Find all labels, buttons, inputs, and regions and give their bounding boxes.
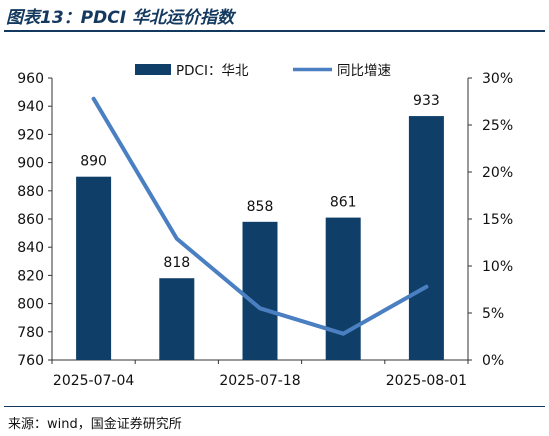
x-tick-label: 2025-08-01 xyxy=(386,373,467,389)
legend: PDCI：华北 同比增速 xyxy=(135,63,391,79)
bar xyxy=(76,176,112,360)
bar-value-label: 861 xyxy=(330,195,357,211)
left-tick-label: 780 xyxy=(17,325,44,341)
left-tick-label: 820 xyxy=(17,268,44,284)
left-tick-label: 860 xyxy=(17,212,44,228)
legend-bar-label: PDCI：华北 xyxy=(176,63,249,79)
left-tick-label: 760 xyxy=(17,353,44,369)
right-tick-label: 5% xyxy=(482,306,504,322)
bar-value-label: 933 xyxy=(413,93,440,109)
legend-line-label: 同比增速 xyxy=(337,63,391,79)
bar xyxy=(242,221,278,360)
left-tick-label: 800 xyxy=(17,297,44,313)
left-tick-label: 940 xyxy=(17,99,44,115)
right-tick-label: 0% xyxy=(482,353,504,369)
right-tick-label: 20% xyxy=(482,165,513,181)
figure-title: 图表13：PDCI 华北运价指数 xyxy=(6,8,234,28)
line-series xyxy=(91,96,429,336)
footer-rule xyxy=(4,406,545,407)
bar-value-label: 890 xyxy=(80,154,107,170)
chart: 760 780 800 820 840 860 880 900 920 940 960 0% 5% 10… xyxy=(17,63,513,389)
bar-series xyxy=(76,116,444,360)
source-note: 来源：wind，国金证券研究所 xyxy=(8,417,182,432)
bar xyxy=(408,116,444,360)
legend-bar-swatch xyxy=(135,64,171,75)
x-tick-label: 2025-07-04 xyxy=(53,373,134,389)
right-tick-label: 30% xyxy=(482,71,513,87)
right-tick-label: 15% xyxy=(482,212,513,228)
right-axis: 0% 5% 10% 15% 20% 25% 30% xyxy=(468,71,513,369)
bar xyxy=(325,217,361,360)
bar xyxy=(159,278,195,360)
left-tick-label: 900 xyxy=(17,156,44,172)
left-tick-label: 880 xyxy=(17,184,44,200)
yoy-line xyxy=(91,96,429,336)
left-tick-label: 960 xyxy=(17,71,44,87)
left-axis: 760 780 800 820 840 860 880 900 920 940 960 xyxy=(17,71,52,369)
left-tick-label: 840 xyxy=(17,240,44,256)
right-tick-label: 10% xyxy=(482,259,513,275)
bar-value-label: 818 xyxy=(163,255,190,271)
bar-value-labels: 890 818 858 861 933 xyxy=(80,93,440,271)
bar-value-label: 858 xyxy=(247,199,274,215)
left-tick-label: 920 xyxy=(17,127,44,143)
title-rule xyxy=(4,30,545,32)
x-tick-label: 2025-07-18 xyxy=(219,373,300,389)
right-tick-label: 25% xyxy=(482,118,513,134)
x-axis: 2025-07-04 2025-07-18 2025-08-01 xyxy=(51,360,469,389)
